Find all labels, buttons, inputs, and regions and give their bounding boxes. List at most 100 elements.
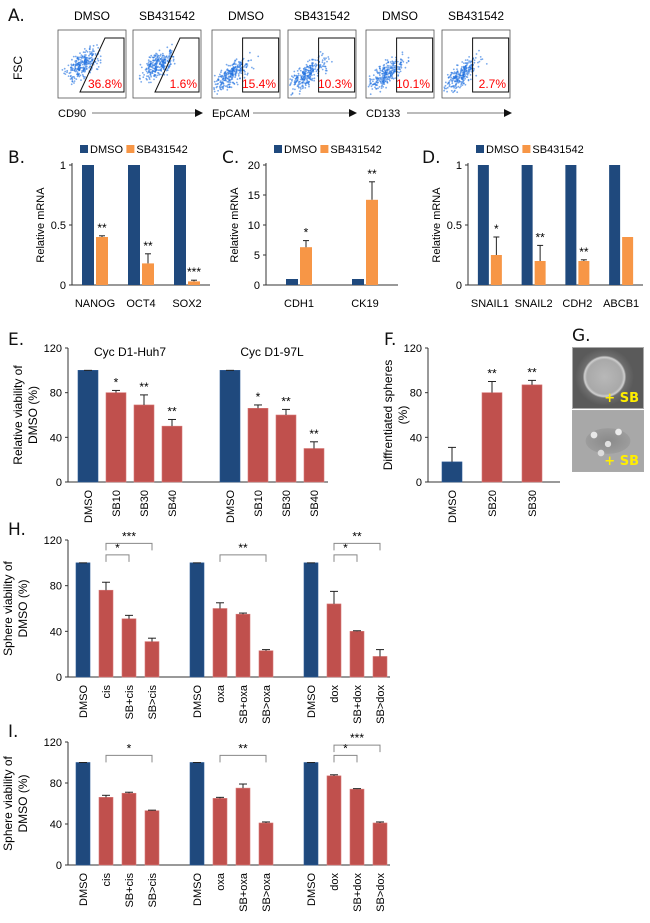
flow-dot [465,69,468,72]
flow-dot [297,84,299,86]
flow-dot [299,82,302,85]
flow-dot [301,87,304,90]
flow-dot [386,68,389,70]
flow-dot [444,84,447,87]
panel-label-b: B. [8,148,26,168]
flow-dot [82,66,85,69]
x-tick-label: NANOG [75,298,115,310]
flow-dot [389,76,391,79]
flow-dot [446,86,449,89]
flow-dot [229,75,231,78]
flow-dot [157,69,160,72]
flow-dot [291,92,294,94]
flow-dot [152,56,155,59]
flow-dot [223,79,226,82]
y-tick-label: 1 [60,160,66,172]
flow-dot [460,85,462,87]
y-tick-label: 40 [50,432,62,444]
legend-label: DMSO [90,144,123,156]
flow-dot [244,73,247,75]
flow-dot [77,66,80,69]
flow-dot [76,56,79,59]
flow-gate [79,37,125,93]
flow-dot [464,74,467,76]
flow-dot [74,65,77,67]
flow-dot [452,91,454,94]
x-tick-label: DMSO [78,685,90,718]
flow-percent: 1.6% [170,77,198,91]
flow-dot [72,55,75,58]
flow-dot [398,68,401,71]
micrograph-sphere-top: + SB [572,347,644,409]
flow-dot [86,57,89,59]
flow-dot [371,78,373,81]
flow-dot [237,69,240,71]
flow-dot [80,71,83,74]
significance-bracket [219,554,267,562]
flow-dot [450,76,452,79]
flow-dot [407,60,410,63]
flow-dot [85,67,88,69]
flow-dot [380,87,383,89]
flow-dot [161,65,163,68]
flow-dot [142,76,145,79]
flow-dot [452,76,455,78]
flow-dot [311,77,314,80]
flow-dot [79,59,82,61]
flow-dot [220,69,223,72]
flow-dot [229,81,232,84]
flow-dot [460,67,463,70]
flow-dot [291,75,293,78]
flow-dot [252,67,255,70]
flow-dot [88,66,91,69]
flow-dot [94,53,97,55]
flow-dot [214,83,217,86]
flow-dot [456,64,458,66]
flow-dot [466,59,469,61]
flow-dot [71,78,74,81]
flow-dot [148,78,151,80]
flow-dot [461,70,463,72]
flow-dot [299,78,302,81]
chart-f: Diffrentiated spheres (%) 0 40 80 120 DMSO ** SB… [381,343,560,523]
y-axis-label: (%) [396,406,410,425]
flow-dot [96,62,98,65]
flow-dot [224,71,227,74]
flow-dot [85,65,88,68]
flow-dot [228,86,231,89]
legend-label: SB431542 [330,144,381,156]
bar-treatment [349,631,365,678]
flow-dot [321,68,324,71]
flow-dot [289,78,292,80]
chart-h: Sphere viability of DMSO (%) 0 40 80 120 DMSO c… [1,529,390,724]
flow-dot [448,85,451,88]
flow-dot [453,71,456,73]
y-tick-label: 80 [50,581,62,593]
flow-dot [79,56,81,59]
flow-dot [155,66,157,69]
flow-dot [149,74,152,76]
flow-dot [382,79,384,81]
flow-dot [90,51,93,54]
bar-treatment [144,810,160,866]
significance-marker: * [343,741,348,755]
flow-dot [138,74,141,77]
x-tick-label: OCT4 [126,298,155,310]
flow-dot [324,72,327,75]
flow-dot [81,73,84,76]
flow-dot [383,72,385,74]
flow-dot [304,72,307,74]
flow-dot [236,83,239,86]
flow-dot [89,46,91,49]
flow-dot [444,81,447,84]
y-tick-label: 120 [44,343,62,355]
flow-dot [379,65,381,68]
flow-dot [227,72,230,75]
flow-dot [249,51,251,54]
flow-dot [443,87,446,90]
flow-dot [153,73,156,76]
flow-dot [157,58,160,60]
flow-dot [140,81,143,83]
flow-dot [293,75,296,77]
flow-dot [401,53,404,56]
